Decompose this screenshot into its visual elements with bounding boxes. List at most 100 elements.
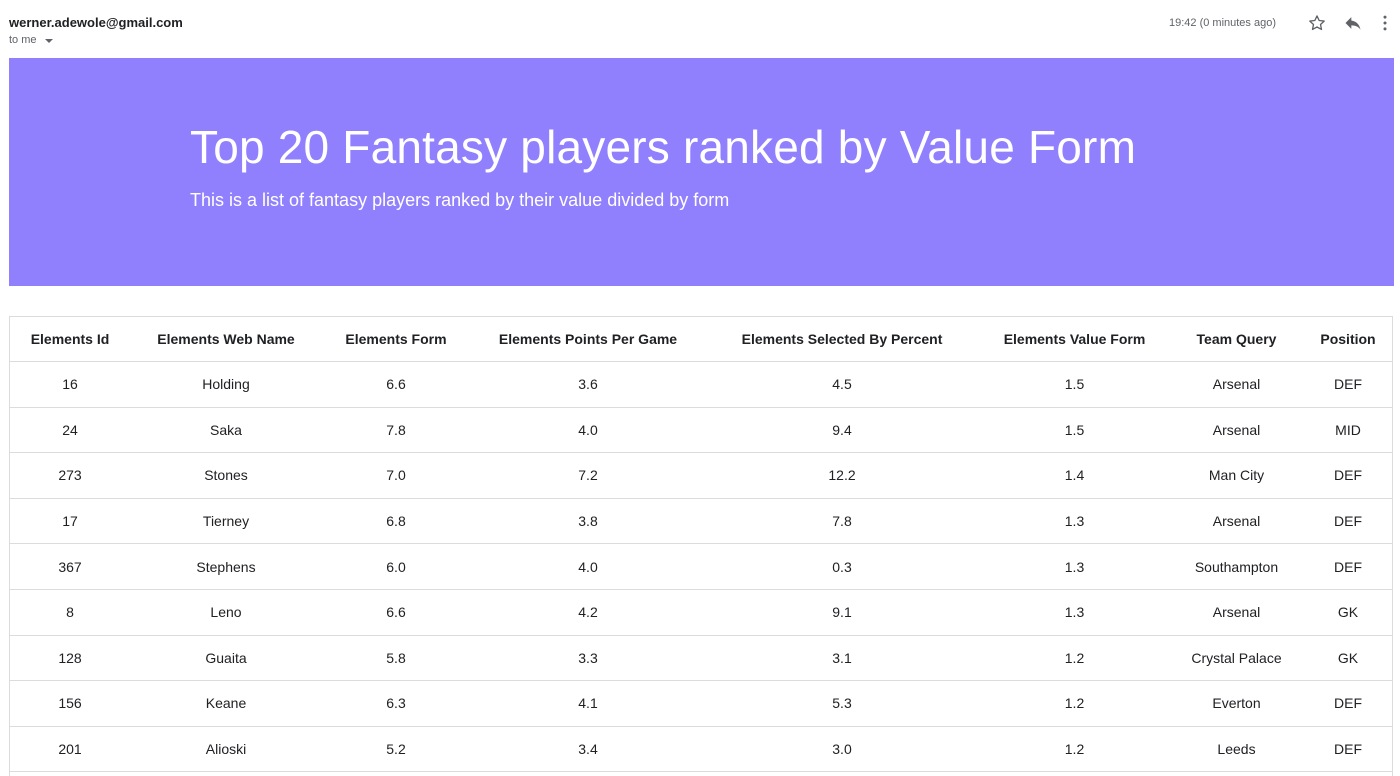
table-cell: 9.1 [706,589,978,636]
table-body: 16 Holding 6.6 3.6 4.5 1.5 Arsenal DEF 24 Saka 7.8… [10,361,1392,773]
table-cell: MID [1302,407,1392,454]
recipient-label: to me [9,34,37,46]
table-cell: DEF [1302,452,1392,499]
table-cell: 3.8 [470,498,706,545]
table-cell: GK [1302,589,1392,636]
banner-subtitle: This is a list of fantasy players ranked… [190,190,730,210]
table-row: 156 Keane 6.3 4.1 5.3 1.2 Everton DEF [10,680,1392,727]
table-cell: 4.5 [706,361,978,408]
recipient-details-toggle[interactable]: to me [9,34,53,46]
message-timestamp: 19:42 (0 minutes ago) [1168,17,1276,29]
table-cell: Alioski [130,726,322,773]
column-header: Elements Web Name [130,317,322,362]
table-cell: DEF [1302,498,1392,545]
table-cell: 12.2 [706,452,978,499]
table-cell: Everton [1171,680,1302,727]
table-cell: 4.1 [470,680,706,727]
table-row: 17 Tierney 6.8 3.8 7.8 1.3 Arsenal DEF [10,498,1392,545]
table-cell: Southampton [1171,543,1302,590]
column-header: Position [1302,317,1392,362]
column-header: Team Query [1171,317,1302,362]
table-cell: 1.5 [978,407,1171,454]
table-cell: 1.3 [978,589,1171,636]
table-cell: 6.8 [322,498,470,545]
table-row: 273 Stones 7.0 7.2 12.2 1.4 Man City DEF [10,452,1392,499]
table-cell: DEF [1302,543,1392,590]
table-cell: 17 [10,498,130,545]
table-cell: 5.8 [322,635,470,682]
table-cell: 4.0 [470,407,706,454]
table-row: 8 Leno 6.6 4.2 9.1 1.3 Arsenal GK [10,589,1392,636]
table-cell: DEF [1302,680,1392,727]
table-cell: 7.0 [322,452,470,499]
column-header: Elements Points Per Game [470,317,706,362]
table-cell: 8 [10,589,130,636]
table-cell: Holding [130,361,322,408]
table-cell: 4.2 [470,589,706,636]
table-cell: 367 [10,543,130,590]
table-cell: 6.6 [322,589,470,636]
table-cell: 7.8 [322,407,470,454]
table-cell: 1.3 [978,543,1171,590]
table-cell: Tierney [130,498,322,545]
table-cell: 4.0 [470,543,706,590]
table-row: 367 Stephens 6.0 4.0 0.3 1.3 Southampton DEF [10,543,1392,590]
table-cell: 128 [10,635,130,682]
table-cell: 201 [10,726,130,773]
table-cell: 3.1 [706,635,978,682]
chevron-down-icon[interactable] [44,38,53,43]
table-cell: 9.4 [706,407,978,454]
table-cell: 1.4 [978,452,1171,499]
table-cell: 1.2 [978,680,1171,727]
table-cell: 3.6 [470,361,706,408]
table-row: 201 Alioski 5.2 3.4 3.0 1.2 Leeds DEF [10,726,1392,773]
table-cell: 156 [10,680,130,727]
table-cell: 5.2 [322,726,470,773]
table-cell: 6.6 [322,361,470,408]
message-actions: 19:42 (0 minutes ago) [1169,10,1400,36]
banner-title: Top 20 Fantasy players ranked by Value F… [190,121,1137,173]
table-cell: Saka [130,407,322,454]
column-header: Elements Value Form [978,317,1171,362]
table-cell: DEF [1302,726,1392,773]
table-cell: 5.3 [706,680,978,727]
table-cell: Guaita [130,635,322,682]
table-cell: Arsenal [1171,361,1302,408]
table-cell: Arsenal [1171,498,1302,545]
table-cell: 1.2 [978,635,1171,682]
table-cell: 0.3 [706,543,978,590]
more-vertical-icon[interactable] [1372,10,1398,36]
column-header: Elements Id [10,317,130,362]
table-row: 128 Guaita 5.8 3.3 3.1 1.2 Crystal Palace GK [10,635,1392,682]
table-cell: 3.4 [470,726,706,773]
table-cell: 7.8 [706,498,978,545]
table-cell: Stephens [130,543,322,590]
table-cell: 24 [10,407,130,454]
table-cell: Crystal Palace [1171,635,1302,682]
players-table-container: Elements Id Elements Web Name Elements For… [9,316,1393,776]
star-icon[interactable] [1304,10,1330,36]
table-cell: Keane [130,680,322,727]
table-cell: GK [1302,635,1392,682]
table-cell: 7.2 [470,452,706,499]
email-header: werner.adewole@gmail.com to me 19:42 (0 … [0,0,1400,58]
reply-icon[interactable] [1340,10,1366,36]
sender-address[interactable]: werner.adewole@gmail.com [9,15,183,30]
table-cell: Leno [130,589,322,636]
players-table: Elements Id Elements Web Name Elements For… [10,317,1392,773]
table-cell: 3.3 [470,635,706,682]
column-header: Elements Selected By Percent [706,317,978,362]
hero-banner: Top 20 Fantasy players ranked by Value F… [9,58,1394,286]
table-cell: 1.2 [978,726,1171,773]
table-cell: 6.0 [322,543,470,590]
table-cell: Arsenal [1171,407,1302,454]
table-cell: 1.5 [978,361,1171,408]
column-header: Elements Form [322,317,470,362]
table-cell: Leeds [1171,726,1302,773]
table-header-row: Elements Id Elements Web Name Elements For… [10,317,1392,362]
table-row: 24 Saka 7.8 4.0 9.4 1.5 Arsenal MID [10,407,1392,454]
table-cell: 1.3 [978,498,1171,545]
table-row: 16 Holding 6.6 3.6 4.5 1.5 Arsenal DEF [10,361,1392,408]
table-cell: Man City [1171,452,1302,499]
table-cell: Stones [130,452,322,499]
